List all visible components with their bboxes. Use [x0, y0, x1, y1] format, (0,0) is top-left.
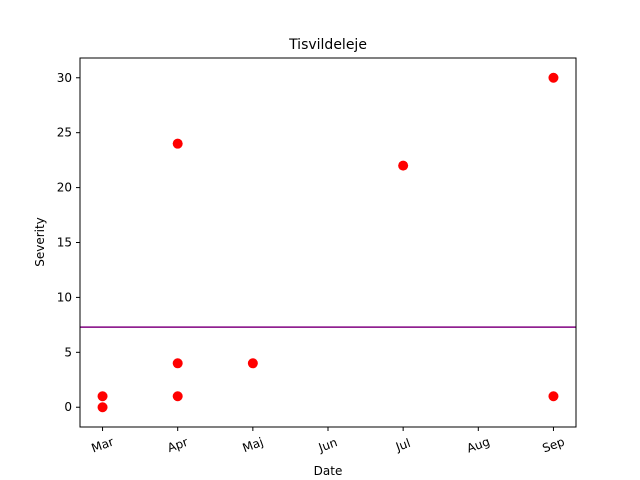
- y-tick-label: 30: [57, 71, 72, 85]
- y-tick-label: 15: [57, 236, 72, 250]
- x-tick-label: Jul: [393, 436, 412, 454]
- chart-title: Tisvildeleje: [288, 37, 367, 53]
- y-axis: 0 5 10 15 20 25 30: [57, 71, 80, 414]
- data-point: [548, 391, 559, 402]
- plot-background: [80, 58, 576, 427]
- data-point: [172, 391, 183, 402]
- data-point: [548, 72, 559, 83]
- x-tick-label: Apr: [166, 435, 190, 455]
- x-tick-label: Jun: [316, 435, 339, 455]
- x-tick-label: Maj: [241, 435, 266, 455]
- data-point: [97, 402, 108, 413]
- y-tick-label: 20: [57, 181, 72, 195]
- points-layer: [97, 72, 559, 413]
- plot-frame: [79, 57, 577, 428]
- data-point: [172, 138, 183, 149]
- y-tick-label: 0: [64, 400, 72, 414]
- y-axis-label: Severity: [33, 217, 47, 267]
- y-tick-label: 10: [57, 290, 72, 304]
- plot-area: [80, 58, 576, 427]
- y-tick-label: 25: [57, 126, 72, 140]
- data-point: [172, 358, 183, 369]
- data-point: [247, 358, 258, 369]
- x-axis-label: Date: [314, 464, 343, 478]
- data-point: [97, 391, 108, 402]
- data-point: [398, 160, 409, 171]
- y-tick-label: 5: [64, 345, 72, 359]
